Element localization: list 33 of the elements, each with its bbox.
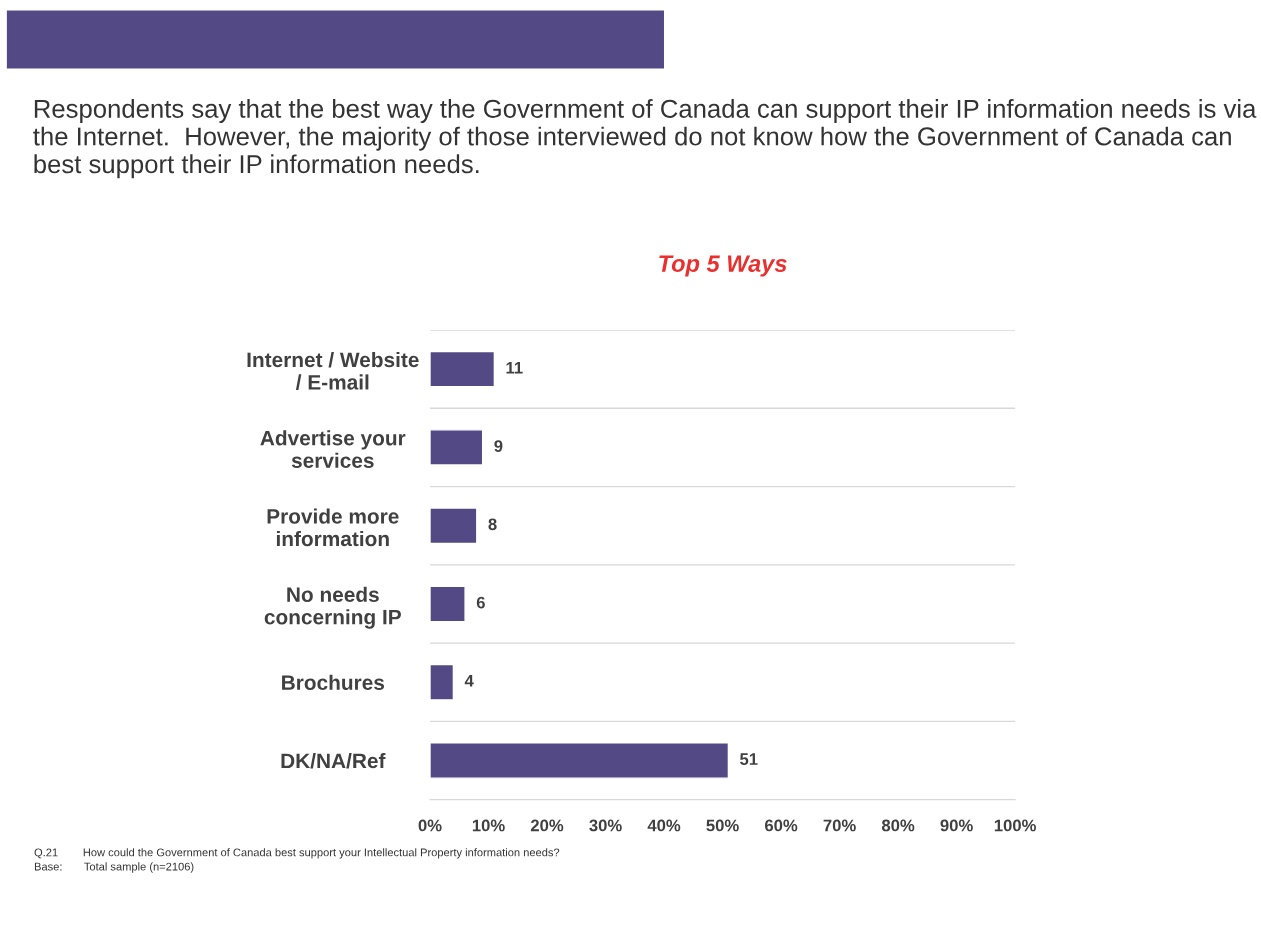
x-tick-label: 50% [706,819,739,832]
data-label: 8 [488,518,497,531]
bar [430,742,730,779]
y-tick-label: No needs concerning IP [264,586,401,629]
chart-title: Top 5 Ways [659,255,787,277]
data-label: 6 [476,596,485,609]
bar [430,585,466,623]
x-tick-label: 90% [940,819,973,832]
x-tick-label: 40% [647,819,681,832]
x-tick-label: 30% [589,819,622,832]
x-tick-label: 10% [472,819,505,832]
text: Base: Total sample (n=2106) [34,862,194,873]
y-tick-label: Provide more information [267,508,399,547]
bar [430,429,484,466]
data-label: 11 [506,362,523,374]
y-tick-label: Internet / Website / E-mail [247,351,419,390]
x-tick-label: 100% [994,819,1036,832]
data-label: 4 [464,675,474,687]
x-tick-label: 80% [881,819,915,832]
bar [430,507,478,545]
bar [430,350,496,388]
text: Q.21 How could the Government of Canada best support your Intellectual Property information needs? [34,848,560,859]
x-tick-label: 20% [530,819,564,832]
data-label: 51 [740,753,758,765]
data-label: 9 [494,440,503,452]
y-tick-label: DK/NA/Ref [281,752,386,769]
x-tick-label: 60% [764,819,798,832]
x-tick-label: 0% [418,819,442,832]
x-tick-label: 70% [823,819,856,832]
chart-subtitle: Respondents say that the best way the Government of Canada can support their IP information needs is via the Internet. However, the majority of those interviewed do not know how the Government of Canada can best support their IP information needs. [33,99,1257,179]
y-tick-label: Advertise your services [260,430,406,468]
bar [430,663,455,701]
y-tick-label: Brochures [282,674,385,691]
